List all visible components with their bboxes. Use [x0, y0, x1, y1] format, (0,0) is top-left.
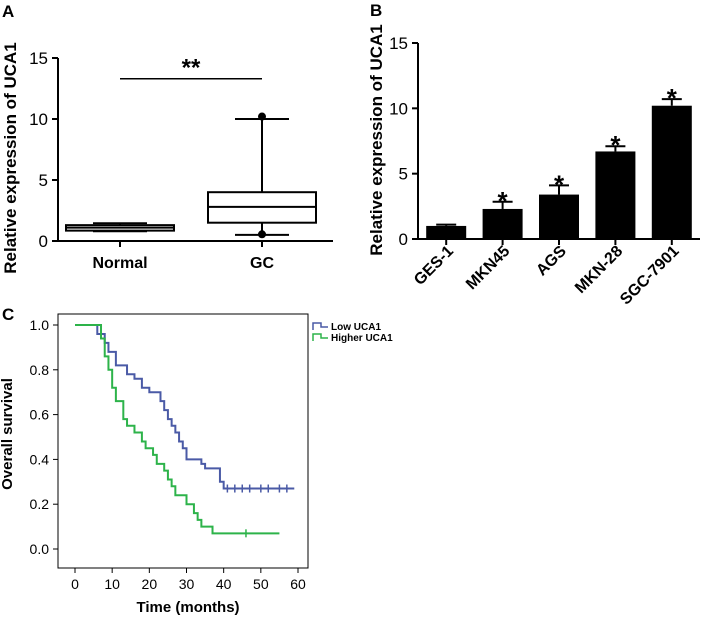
b-y-tick-label: 10 [389, 99, 408, 118]
panel-label-b: B [370, 1, 382, 20]
panel-b-ylabel: Relative expression of UCA1 [367, 24, 386, 255]
c-y-tick-label: 0.8 [30, 362, 50, 378]
b-bar [651, 105, 692, 239]
c-x-tick-label: 60 [290, 576, 306, 592]
panel-a-axes: 0 5 10 15 [29, 49, 333, 251]
b-y-tick-label: 0 [399, 230, 408, 249]
panel-c-axes: 0 10 20 30 40 50 60 0.0 0.2 0.4 0.6 0.8 1.0 [30, 313, 309, 592]
a-outlier-point [258, 112, 266, 121]
c-y-tick-label: 1.0 [30, 317, 50, 333]
b-bar [482, 208, 523, 239]
b-category-label: SGC-7901 [617, 243, 683, 309]
panel-b: B Relative expression of UCA1 0 5 10 15 GES… [367, 1, 700, 308]
b-bar [426, 225, 467, 239]
c-x-tick-label: 30 [179, 576, 195, 592]
a-outlier-point [258, 230, 266, 239]
panel-b-marks: GES-1 * MKN45 * AGS * MKN-28 * SGC-7901 [411, 83, 692, 308]
c-legend-swatch [312, 333, 328, 341]
a-significance-label: ** [182, 55, 201, 82]
c-x-tick-label: 10 [104, 576, 120, 592]
b-significance-label: * [610, 130, 621, 160]
panel-label-a: A [2, 2, 14, 21]
panel-label-c: C [2, 305, 14, 324]
panel-a-marks: Normal GC ** [65, 55, 317, 272]
c-plot-frame [57, 313, 309, 569]
c-legend-label: Higher UCA1 [331, 333, 393, 344]
b-bar [595, 151, 636, 239]
a-y-tick-label: 0 [39, 232, 48, 251]
panel-c: C Overall survival Time (months) 0 10 20 30… [0, 305, 393, 616]
c-legend-swatch [312, 322, 328, 330]
panel-a-ylabel: Relative expression of UCA1 [1, 42, 20, 273]
b-bar [539, 194, 579, 239]
c-series-line-low [75, 324, 295, 490]
panel-c-marks [75, 324, 295, 538]
c-series-line-higher [75, 324, 280, 535]
a-category-label: GC [250, 255, 274, 272]
b-significance-label: * [554, 169, 565, 199]
c-y-tick-label: 0.6 [30, 407, 50, 423]
c-y-tick-label: 0.0 [30, 541, 50, 557]
panel-c-ylabel: Overall survival [0, 378, 16, 490]
c-x-tick-label: 50 [253, 576, 269, 592]
b-y-tick-label: 5 [399, 165, 408, 184]
b-significance-label: * [498, 186, 509, 216]
c-y-tick-label: 0.4 [30, 451, 50, 467]
a-category-label: Normal [92, 255, 147, 272]
panel-c-xlabel: Time (months) [136, 599, 239, 616]
panel-a: A Relative expression of UCA1 0 5 10 15 Nor… [1, 2, 333, 274]
b-y-tick-label: 15 [389, 34, 408, 53]
c-x-tick-label: 0 [71, 576, 79, 592]
c-x-tick-label: 40 [216, 576, 232, 592]
a-y-tick-label: 15 [29, 49, 48, 68]
c-x-tick-label: 20 [142, 576, 158, 592]
b-category-label: GES-1 [411, 243, 457, 289]
a-y-tick-label: 10 [29, 110, 48, 129]
b-category-label: MKN-28 [572, 243, 626, 297]
c-legend-label: Low UCA1 [331, 322, 381, 333]
b-category-label: MKN45 [463, 243, 513, 293]
b-significance-label: * [667, 83, 678, 113]
b-category-label: AGS [533, 243, 570, 280]
c-y-tick-label: 0.2 [30, 496, 50, 512]
a-y-tick-label: 5 [39, 171, 48, 190]
